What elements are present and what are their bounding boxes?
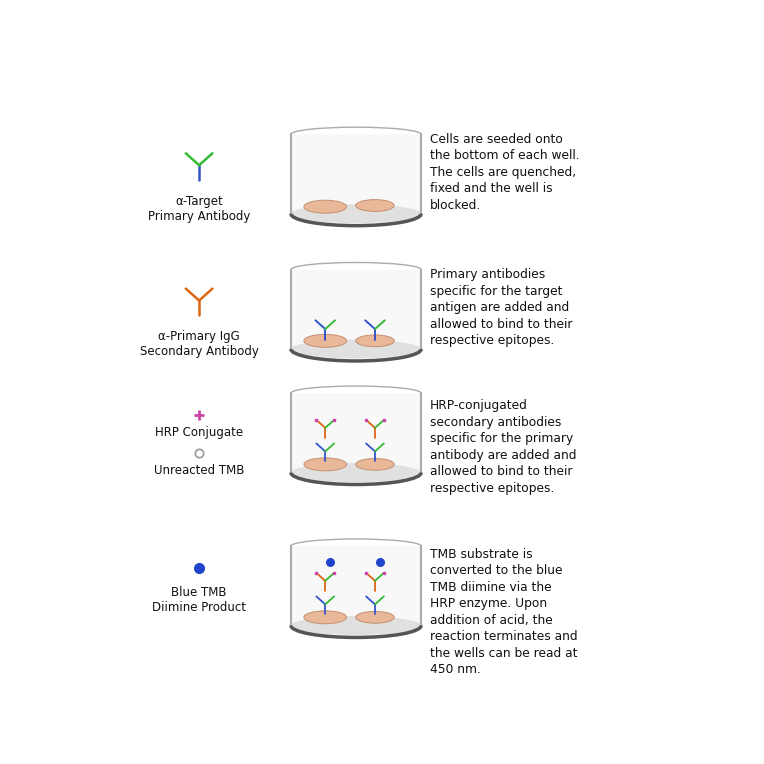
Ellipse shape xyxy=(356,458,394,470)
Ellipse shape xyxy=(356,611,394,623)
Ellipse shape xyxy=(291,616,421,635)
Text: Unreacted TMB: Unreacted TMB xyxy=(154,464,244,477)
Text: Cells are seeded onto
the bottom of each well.
The cells are quenched,
fixed and: Cells are seeded onto the bottom of each… xyxy=(430,133,580,212)
Text: Blue TMB
Diimine Product: Blue TMB Diimine Product xyxy=(152,586,246,613)
Text: HRP-conjugated
secondary antibodies
specific for the primary
antibody are added : HRP-conjugated secondary antibodies spec… xyxy=(430,400,577,495)
Text: Primary antibodies
specific for the target
antigen are added and
allowed to bind: Primary antibodies specific for the targ… xyxy=(430,268,572,347)
PathPatch shape xyxy=(291,546,421,626)
Ellipse shape xyxy=(356,335,394,347)
Ellipse shape xyxy=(304,611,347,623)
Ellipse shape xyxy=(304,458,347,471)
Ellipse shape xyxy=(304,335,347,348)
PathPatch shape xyxy=(291,134,421,214)
Ellipse shape xyxy=(291,339,421,358)
Ellipse shape xyxy=(291,204,421,223)
Text: α-Primary IgG
Secondary Antibody: α-Primary IgG Secondary Antibody xyxy=(140,330,258,358)
Text: TMB substrate is
converted to the blue
TMB diimine via the
HRP enzyme. Upon
addi: TMB substrate is converted to the blue T… xyxy=(430,548,578,676)
PathPatch shape xyxy=(291,270,421,349)
Ellipse shape xyxy=(356,199,394,212)
Text: HRP Conjugate: HRP Conjugate xyxy=(155,426,243,439)
PathPatch shape xyxy=(291,393,421,473)
Text: α-Target
Primary Antibody: α-Target Primary Antibody xyxy=(148,195,251,222)
Ellipse shape xyxy=(291,463,421,482)
Ellipse shape xyxy=(304,200,347,213)
